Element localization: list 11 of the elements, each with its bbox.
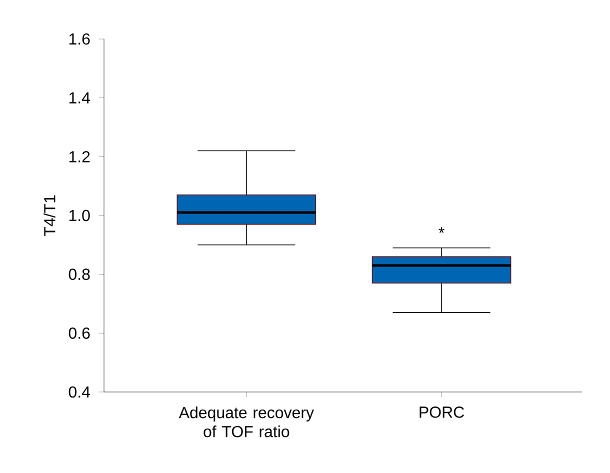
x-tick-label: Adequate recovery of TOF ratio (178, 406, 314, 438)
y-tick-label: 0.8 (68, 268, 90, 280)
y-axis-title: T4/T1 (44, 195, 56, 236)
y-tick-label: 1.2 (69, 151, 90, 162)
y-tick-label: 0.4 (68, 386, 90, 398)
y-tick-label: 1.0 (69, 210, 90, 222)
annotation: * (438, 227, 444, 233)
x-tick-label: PORC (420, 406, 464, 418)
y-tick-label: 0.6 (68, 327, 90, 339)
y-tick-label: 1.6 (69, 33, 90, 45)
y-tick-label: 1.4 (69, 92, 90, 104)
